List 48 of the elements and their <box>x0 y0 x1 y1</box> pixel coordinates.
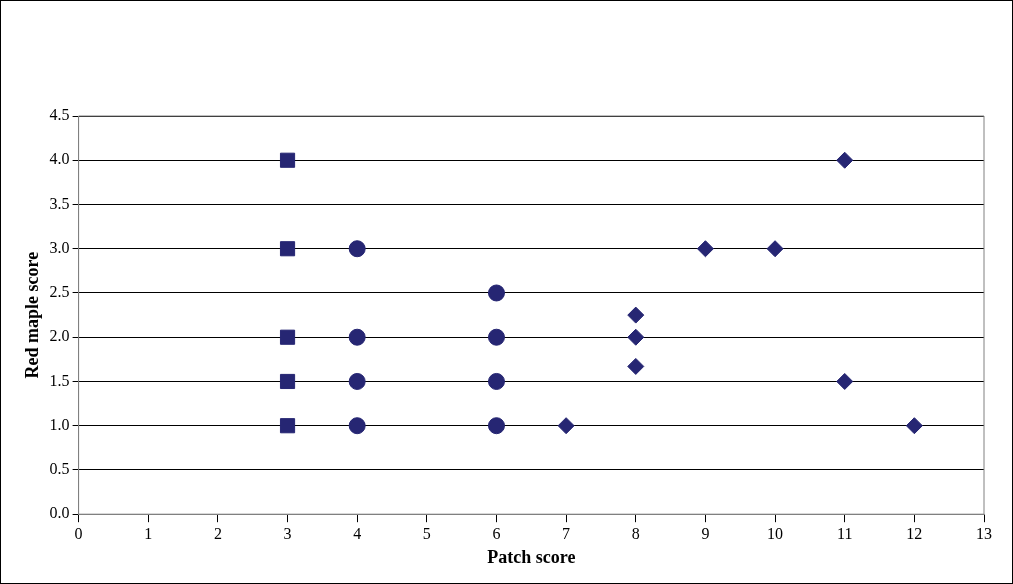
point <box>836 151 854 169</box>
y-tick-label: 0.5 <box>49 460 70 478</box>
point <box>557 417 575 435</box>
x-tick-label: 7 <box>562 525 571 542</box>
point <box>348 417 366 435</box>
point <box>348 240 366 258</box>
y-tick-label: 4.5 <box>49 106 70 124</box>
x-tick-label: 11 <box>837 525 853 542</box>
point <box>487 328 505 346</box>
point <box>766 240 784 258</box>
x-tick-label: 3 <box>283 525 292 542</box>
y-tick-label: 3.0 <box>49 238 70 256</box>
point <box>348 328 366 346</box>
y-tick-label: 1.0 <box>49 415 70 433</box>
point <box>627 306 645 324</box>
x-tick-label: 8 <box>631 525 640 542</box>
x-tick-label: 0 <box>74 525 83 542</box>
x-tick-label: 4 <box>353 525 362 542</box>
y-tick-label: 1.5 <box>49 371 70 389</box>
point <box>696 240 714 258</box>
point <box>487 417 505 435</box>
x-axis-title: Patch score <box>487 546 576 567</box>
point <box>487 372 505 390</box>
y-tick-label: 3.5 <box>49 194 70 212</box>
x-tick-label: 12 <box>906 525 923 542</box>
point <box>279 329 296 345</box>
y-tick-label: 0.0 <box>49 504 70 522</box>
x-tick-label: 5 <box>422 525 431 542</box>
y-tick-label: 2.0 <box>49 327 70 345</box>
point <box>627 328 645 346</box>
point <box>836 372 854 390</box>
point <box>279 241 296 257</box>
point <box>348 372 366 390</box>
y-tick-label: 2.5 <box>49 283 70 301</box>
point <box>279 418 296 434</box>
point <box>279 373 296 390</box>
x-tick-label: 13 <box>976 525 992 542</box>
x-tick-label: 1 <box>144 525 153 542</box>
x-tick-label: 10 <box>767 525 784 542</box>
y-axis-title: Red maple score <box>22 251 43 379</box>
x-tick-label: 6 <box>492 525 501 542</box>
x-tick-label: 9 <box>701 525 710 542</box>
x-tick-label: 2 <box>213 525 222 542</box>
point <box>905 417 923 435</box>
point <box>279 152 296 168</box>
point <box>487 284 505 302</box>
point <box>627 357 645 375</box>
y-tick-label: 4.0 <box>49 150 70 168</box>
